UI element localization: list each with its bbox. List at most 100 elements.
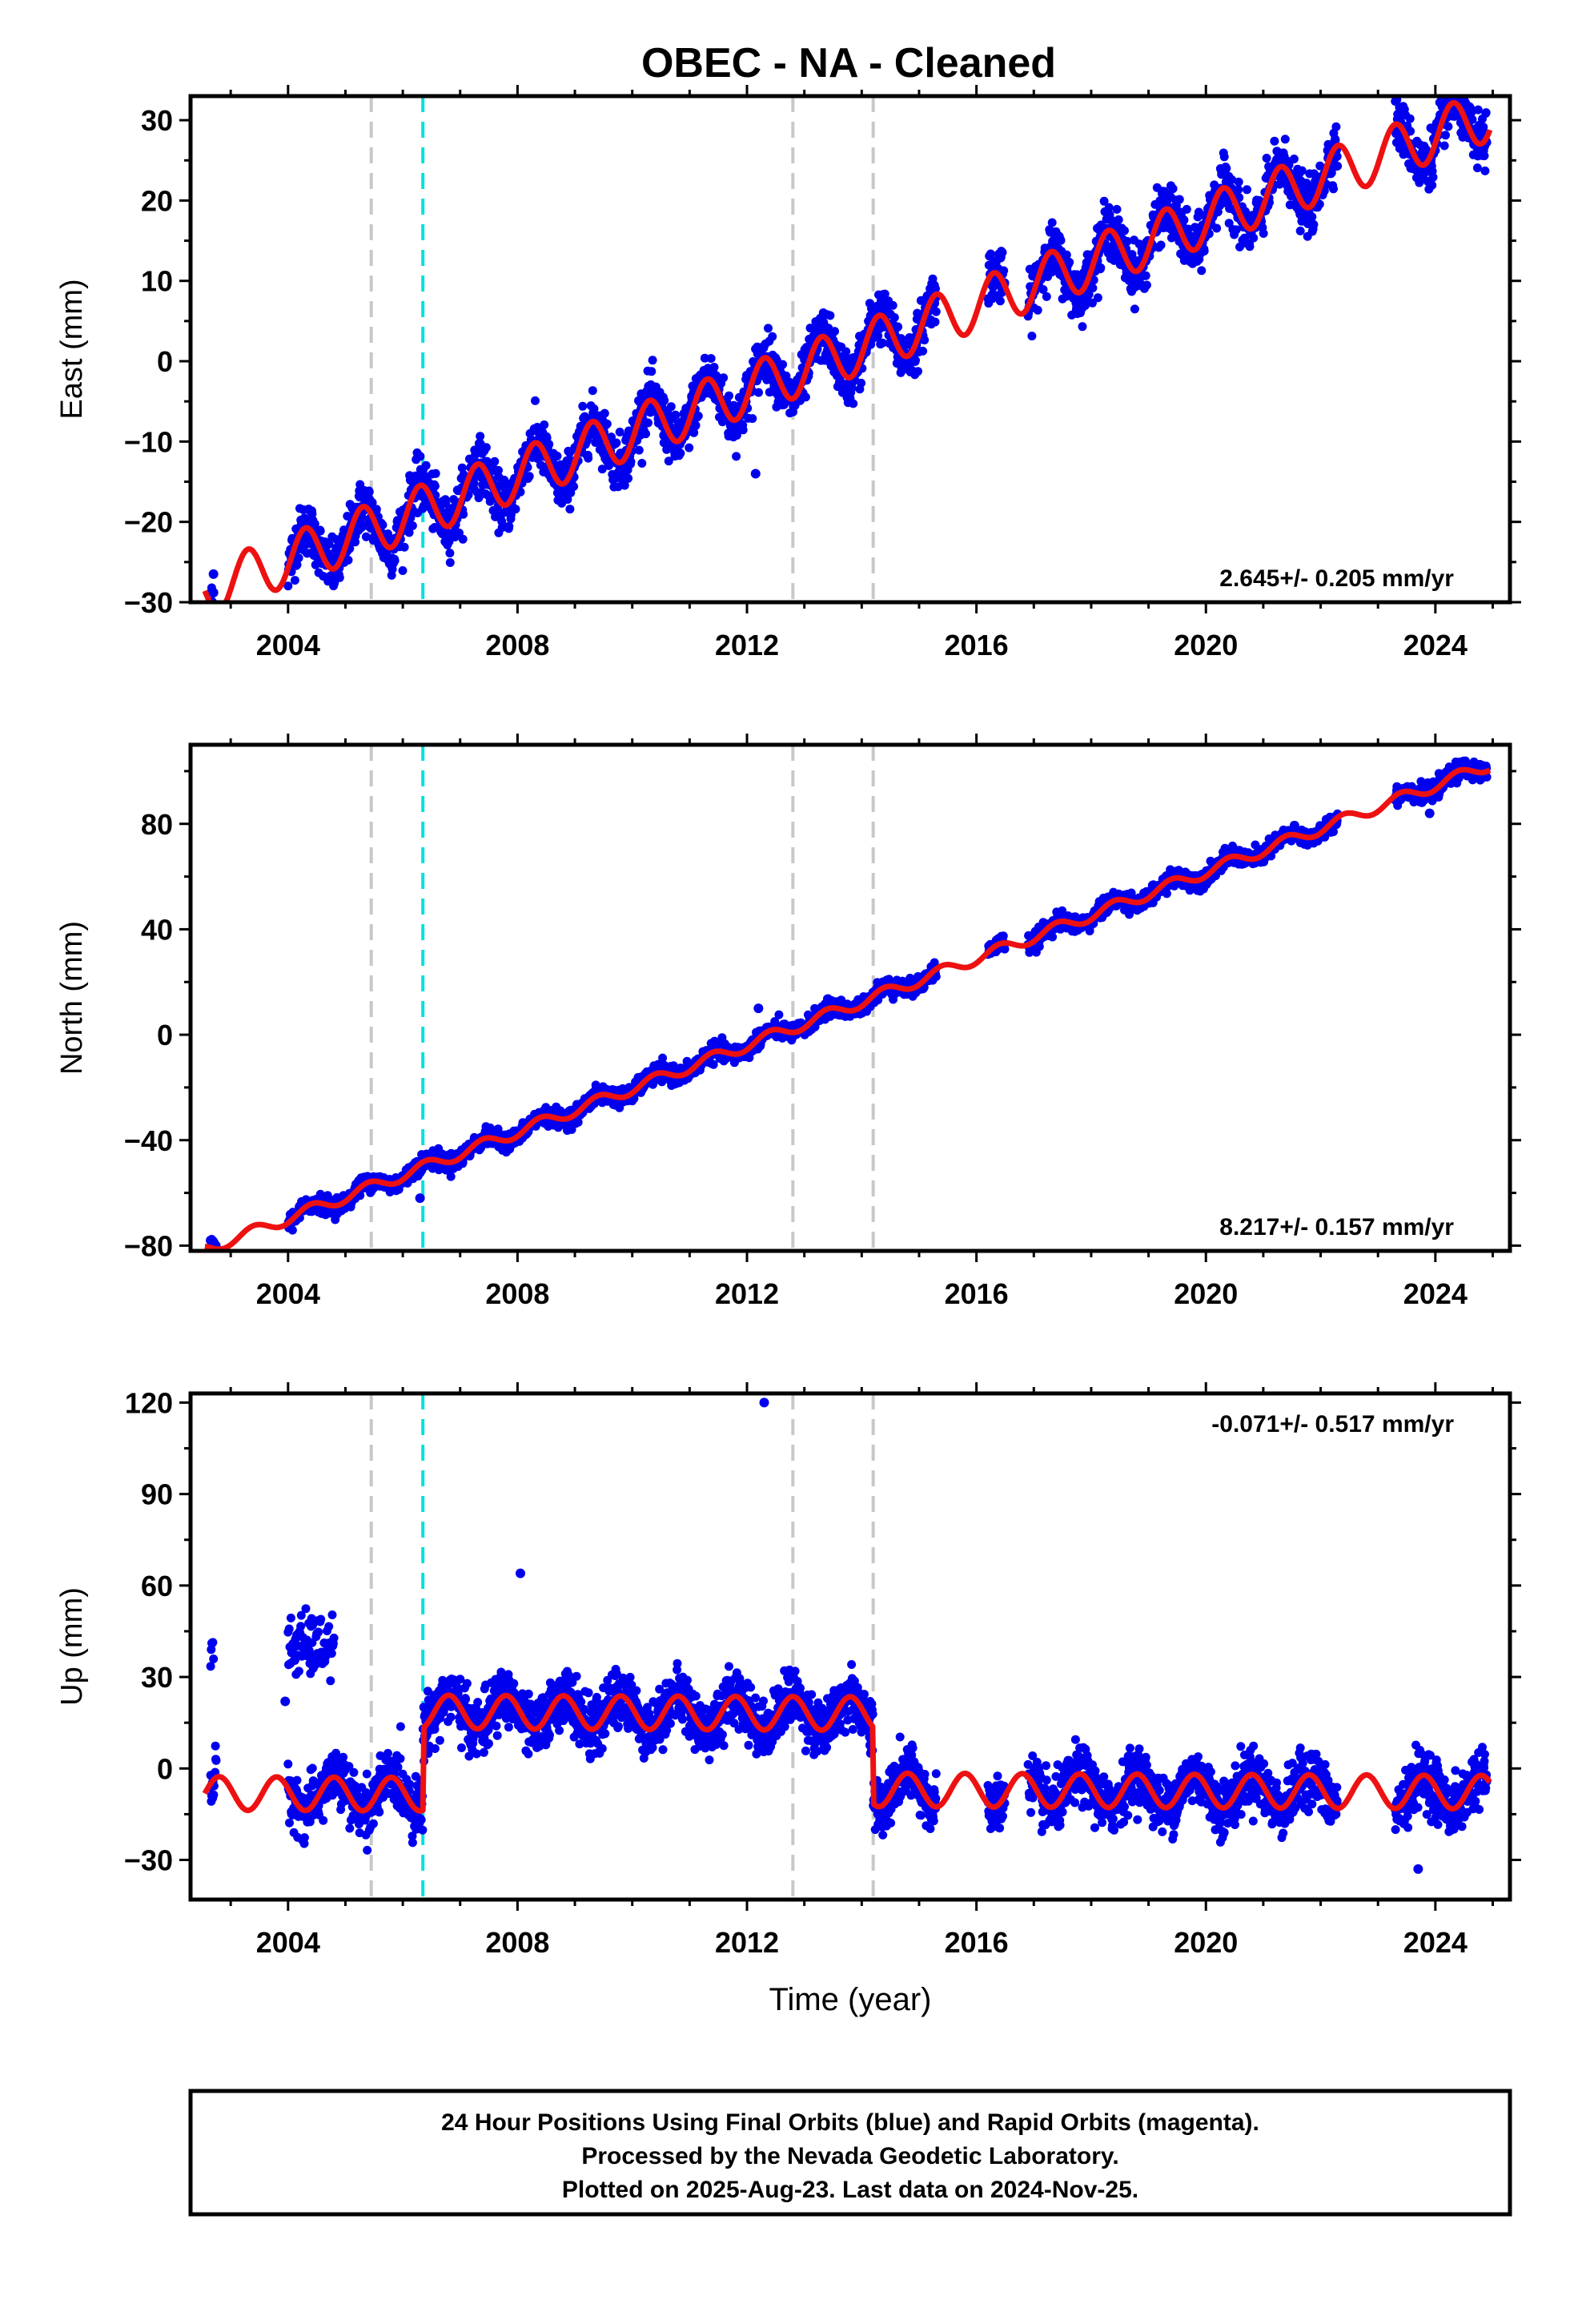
position-point — [371, 505, 381, 514]
position-point — [1331, 135, 1340, 145]
position-point — [1033, 305, 1042, 315]
outlier-point — [208, 569, 219, 579]
position-point — [748, 414, 757, 424]
position-point — [1038, 285, 1048, 294]
position-point — [1234, 185, 1243, 195]
position-point — [849, 399, 858, 408]
position-point — [1212, 223, 1222, 233]
position-point — [620, 480, 629, 490]
position-point — [1156, 240, 1166, 250]
position-point — [1056, 235, 1066, 245]
position-point — [1174, 195, 1184, 204]
y-tick-label: 30 — [141, 104, 173, 137]
position-point — [602, 419, 612, 428]
x-tick-label: 2024 — [1403, 629, 1468, 661]
position-point — [1480, 151, 1489, 160]
position-point — [1042, 292, 1051, 301]
position-point — [290, 576, 299, 585]
position-point — [1309, 219, 1319, 229]
position-point — [1456, 68, 1464, 77]
position-point — [1112, 204, 1122, 214]
position-point — [532, 423, 542, 432]
position-point — [1099, 196, 1109, 206]
position-point — [1479, 123, 1488, 132]
position-point — [1454, 75, 1463, 84]
position-point — [1307, 212, 1317, 222]
position-point — [889, 313, 899, 322]
position-point — [430, 481, 440, 491]
position-point — [732, 452, 741, 461]
position-point — [378, 521, 387, 529]
position-point — [408, 521, 417, 530]
position-point — [364, 487, 374, 497]
position-point — [1120, 226, 1129, 235]
position-point — [877, 338, 887, 348]
position-point — [565, 505, 575, 514]
position-point — [600, 408, 609, 418]
position-point — [1219, 152, 1229, 162]
position-point — [612, 438, 621, 448]
position-point — [857, 378, 866, 388]
position-point — [664, 456, 673, 466]
position-point — [1234, 177, 1243, 187]
position-point — [1093, 293, 1102, 303]
position-point — [847, 384, 857, 393]
east-panel: 2004 2008 2012 2016 2020 2024−30−20−100102030… — [55, 68, 1521, 661]
position-point — [1481, 108, 1491, 118]
position-point — [441, 499, 451, 509]
y-tick-label: 10 — [141, 265, 173, 298]
position-point — [931, 307, 941, 316]
position-point — [1332, 151, 1342, 161]
position-point — [624, 473, 633, 483]
y-tick-label: 0 — [157, 345, 173, 378]
position-point — [626, 457, 636, 466]
position-point — [1130, 304, 1139, 314]
position-point — [563, 495, 572, 505]
position-point — [504, 521, 514, 531]
position-point — [637, 459, 647, 468]
position-point — [335, 573, 344, 582]
position-point — [1104, 203, 1114, 212]
position-point — [1088, 298, 1097, 308]
position-point — [459, 509, 468, 519]
position-point — [998, 247, 1007, 257]
position-point — [1329, 184, 1338, 194]
position-point — [367, 498, 377, 508]
y-axis-label: East (mm) — [55, 279, 89, 419]
position-point — [918, 346, 928, 356]
position-point — [888, 300, 897, 310]
position-point — [1222, 163, 1231, 173]
position-point — [343, 555, 353, 565]
position-point — [841, 347, 851, 356]
position-point — [207, 606, 215, 615]
position-point — [1472, 163, 1482, 173]
position-point — [445, 549, 455, 558]
position-point — [1243, 185, 1251, 195]
position-point — [1199, 247, 1209, 255]
position-point — [706, 354, 716, 364]
position-point — [647, 367, 656, 376]
position-point — [1114, 215, 1123, 224]
position-point — [1280, 135, 1290, 144]
position-point — [1327, 168, 1336, 178]
position-point — [615, 428, 624, 436]
position-point — [208, 608, 217, 617]
position-point — [1062, 250, 1071, 259]
position-point — [400, 542, 409, 552]
position-point — [911, 356, 920, 365]
y-tick-label: −30 — [124, 586, 173, 619]
position-point — [211, 621, 220, 630]
velocity-label: 2.645+/- 0.205 mm/yr — [1219, 565, 1454, 592]
position-point — [531, 396, 540, 405]
position-point — [1262, 154, 1271, 163]
position-point — [913, 367, 922, 376]
position-point — [641, 429, 650, 439]
position-point — [778, 360, 788, 369]
position-point — [930, 317, 940, 327]
position-point — [1245, 242, 1255, 251]
position-point — [880, 289, 889, 299]
x-tick-label: 2004 — [256, 629, 320, 661]
position-point — [764, 324, 773, 333]
position-points — [207, 68, 1492, 630]
position-point — [315, 526, 325, 536]
